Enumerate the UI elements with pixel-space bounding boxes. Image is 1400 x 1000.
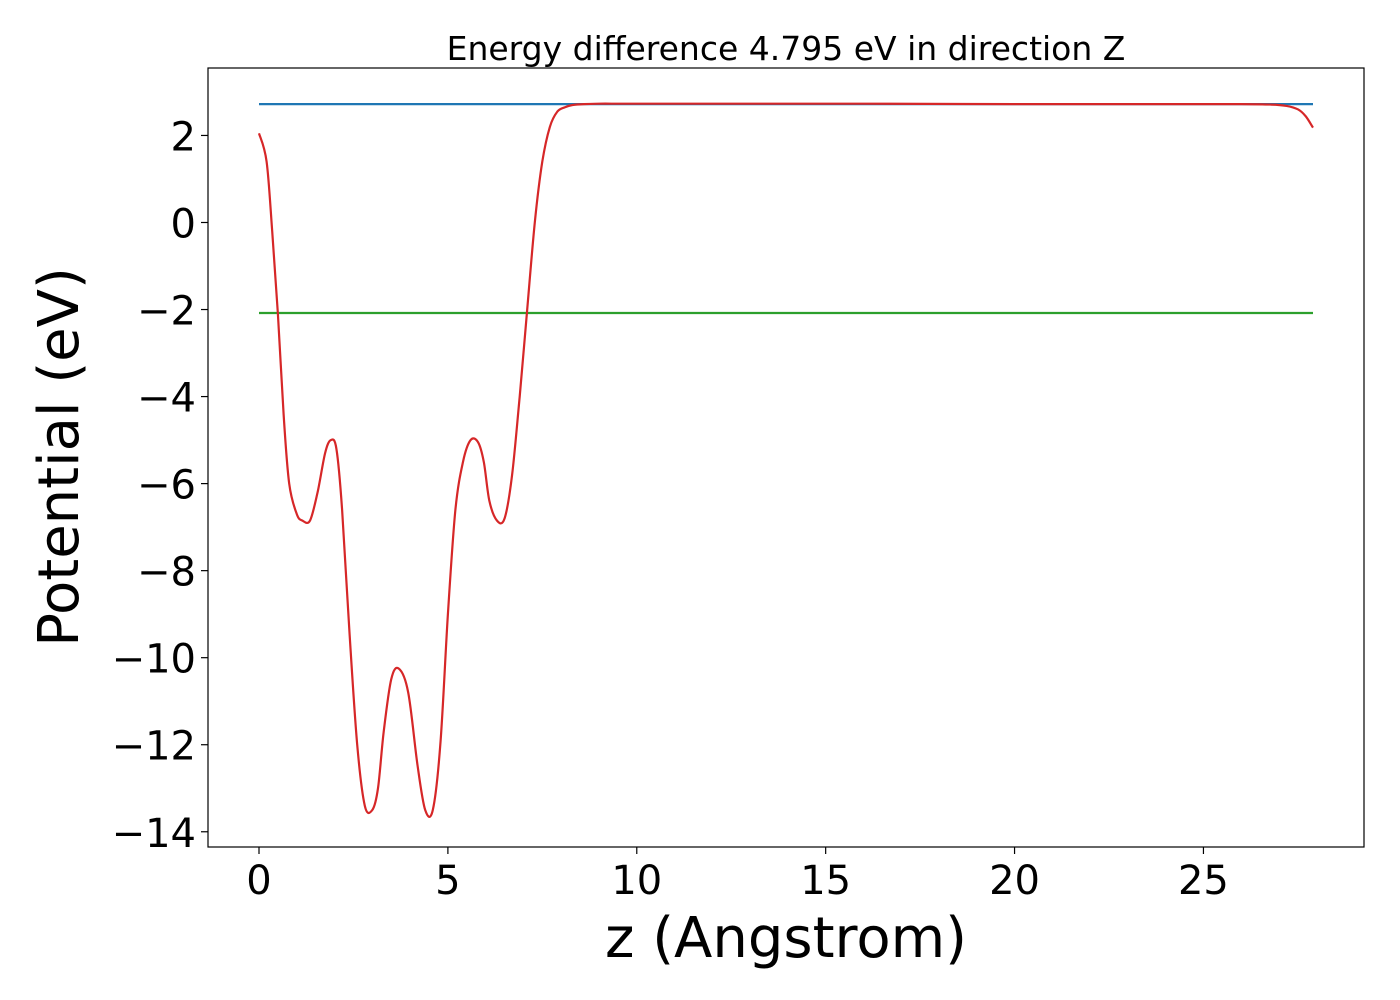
x-tick-label: 10: [611, 858, 662, 904]
x-tick-label: 20: [989, 858, 1040, 904]
x-tick-label: 0: [246, 858, 271, 904]
x-axis-label: z (Angstrom): [605, 906, 967, 971]
y-tick-label: −12: [112, 724, 196, 770]
x-tick-label: 15: [800, 858, 851, 904]
series-line-3: [257, 102, 1314, 818]
chart-title: Energy difference 4.795 eV in direction …: [447, 29, 1126, 68]
y-tick-label: −6: [137, 463, 196, 509]
plot-frame: [207, 67, 1365, 848]
y-tick-label: 0: [171, 201, 196, 247]
y-tick-label: 2: [171, 114, 196, 160]
x-axis: 0 5 10 15 20 25: [246, 847, 1229, 904]
y-tick-label: −8: [137, 550, 196, 596]
series-layer: [257, 102, 1314, 818]
plot-background: [208, 68, 1364, 847]
y-axis-label: Potential (eV): [27, 267, 92, 647]
y-tick-label: −2: [137, 289, 196, 335]
y-tick-label: −4: [137, 376, 196, 422]
y-tick-label: −14: [112, 811, 196, 857]
x-tick-label: 25: [1178, 858, 1229, 904]
x-tick-label: 5: [435, 858, 460, 904]
y-axis: 2 0 −2 −4 −6 −8 −10 −12 −14: [112, 114, 208, 857]
y-tick-label: −10: [112, 637, 196, 683]
